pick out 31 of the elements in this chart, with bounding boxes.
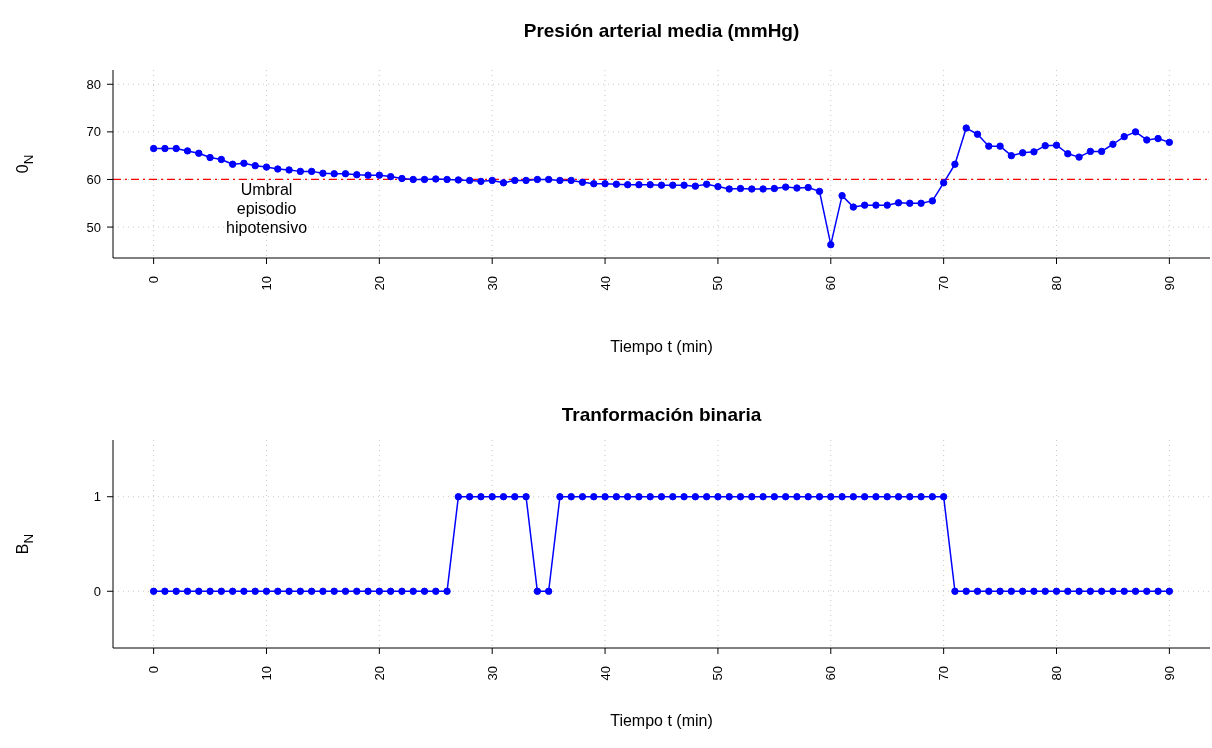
x-tick-label: 0 xyxy=(146,276,162,284)
x-tick-label: 0 xyxy=(146,666,162,674)
chart-title: Presión arterial media (mmHg) xyxy=(522,20,801,42)
x-axis-title: Tiempo t (min) xyxy=(609,712,714,730)
x-tick-label: 50 xyxy=(710,276,726,291)
x-tick-label: 10 xyxy=(258,276,274,291)
y-tick-label: 1 xyxy=(93,489,101,505)
x-tick-label: 60 xyxy=(823,276,839,291)
x-tick-label: 30 xyxy=(484,666,500,681)
x-tick-label: 60 xyxy=(823,666,839,681)
x-tick-label: 90 xyxy=(1161,666,1177,681)
x-tick-label: 20 xyxy=(371,666,387,681)
x-tick-label: 20 xyxy=(371,276,387,291)
x-tick-label: 90 xyxy=(1161,276,1177,291)
x-tick-label: 80 xyxy=(1049,666,1065,681)
x-tick-label: 70 xyxy=(936,276,952,291)
x-axis-title: Tiempo t (min) xyxy=(609,338,714,356)
y-tick-label: 60 xyxy=(86,171,101,187)
x-tick-label: 40 xyxy=(597,276,613,291)
y-tick-label: 70 xyxy=(86,124,101,140)
x-tick-label: 10 xyxy=(258,666,274,681)
y-tick-label: 0 xyxy=(93,583,101,599)
x-tick-label: 50 xyxy=(710,666,726,681)
x-tick-label: 80 xyxy=(1049,276,1065,291)
chart-title: Tranformación binaria xyxy=(560,404,763,426)
x-tick-label: 30 xyxy=(484,276,500,291)
y-tick-label: 80 xyxy=(86,76,101,92)
ref-line-label: Umbral episodio hipotensivo xyxy=(226,181,308,237)
y-tick-label: 50 xyxy=(86,219,101,235)
x-tick-label: 40 xyxy=(597,666,613,681)
x-tick-label: 70 xyxy=(936,666,952,681)
